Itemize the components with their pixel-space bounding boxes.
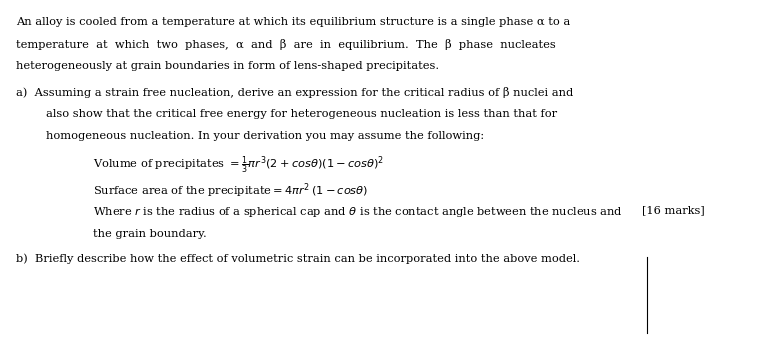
Text: heterogeneously at grain boundaries in form of lens-shaped precipitates.: heterogeneously at grain boundaries in f… (17, 61, 440, 71)
Text: Volume of precipitates $=\frac{1}{3}\pi r^3(2+cos\theta)(1-cos\theta)^2$: Volume of precipitates $=\frac{1}{3}\pi … (93, 155, 384, 176)
Text: homogeneous nucleation. In your derivation you may assume the following:: homogeneous nucleation. In your derivati… (46, 131, 484, 141)
Text: also show that the critical free energy for heterogeneous nucleation is less tha: also show that the critical free energy … (46, 109, 557, 119)
Text: a)  Assuming a strain free nucleation, derive an expression for the critical rad: a) Assuming a strain free nucleation, de… (17, 87, 574, 98)
Text: b)  Briefly describe how the effect of volumetric strain can be incorporated int: b) Briefly describe how the effect of vo… (17, 254, 581, 264)
Text: temperature  at  which  two  phases,  α  and  β  are  in  equilibrium.  The  β  : temperature at which two phases, α and β… (17, 39, 556, 50)
Text: [16 marks]: [16 marks] (642, 205, 705, 215)
Text: Surface area of the precipitate$= 4\pi r^2\,(1-cos\theta)$: Surface area of the precipitate$= 4\pi r… (93, 181, 368, 200)
Text: the grain boundary.: the grain boundary. (93, 229, 207, 239)
Text: An alloy is cooled from a temperature at which its equilibrium structure is a si: An alloy is cooled from a temperature at… (17, 17, 571, 27)
Text: Where $r$ is the radius of a spherical cap and $\theta$ is the contact angle bet: Where $r$ is the radius of a spherical c… (93, 205, 623, 219)
